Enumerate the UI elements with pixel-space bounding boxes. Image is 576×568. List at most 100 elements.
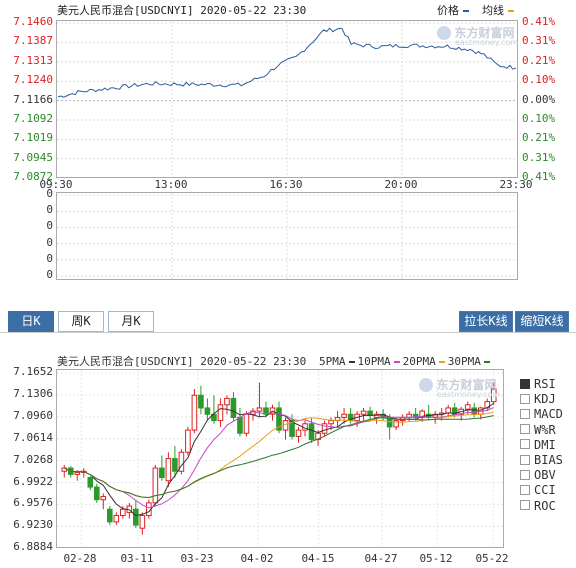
intraday-y-label-left: 7.1460	[13, 15, 53, 28]
intraday-x-label: 23:30	[499, 178, 533, 191]
ma5-label: 5PMA	[319, 355, 346, 368]
volume-y-label: 0	[46, 268, 53, 281]
indicator-checkbox[interactable]	[520, 500, 530, 511]
intraday-y-label-right: 0.10%	[522, 112, 556, 125]
indicator-checkbox[interactable]	[520, 469, 530, 480]
kline-x-label: 04-15	[301, 552, 335, 565]
kline-candle	[178, 451, 185, 472]
intraday-y-label-right: 0.00%	[522, 92, 556, 106]
kline-y-label: 6.9576	[13, 496, 53, 510]
intraday-y-label-left: 7.1313	[13, 53, 53, 67]
indicator-checkbox[interactable]	[520, 393, 530, 404]
kline-candle	[315, 432, 321, 441]
indicator-checkbox[interactable]	[520, 484, 530, 495]
indicator-cci[interactable]: CCI	[520, 482, 556, 498]
volume-chart	[57, 193, 517, 279]
volume-y-label: 0	[46, 219, 53, 233]
kline-candle	[87, 477, 94, 488]
kline-x-label: 03-23	[180, 552, 214, 565]
intraday-y-label-left: 7.0872	[13, 170, 53, 184]
shrink-k-button[interactable]: 缩短K线	[515, 311, 569, 332]
intraday-y-label-right: 0.21%	[522, 131, 556, 145]
tab-daily-k[interactable]: 日K	[8, 311, 54, 332]
indicator-label: OBV	[534, 468, 556, 483]
kline-watermark: 东方财富网 eastmoney.com	[419, 376, 500, 399]
indicator-checkbox[interactable]	[520, 454, 530, 465]
watermark-en: eastmoney.com	[455, 38, 519, 47]
kline-x-label: 03-11	[120, 552, 154, 565]
kline-candle	[120, 508, 126, 517]
intraday-y-label-left: 7.1092	[13, 112, 53, 125]
kline-candle	[464, 404, 471, 410]
indicator-bias[interactable]: BIAS	[520, 452, 563, 468]
kline-x-label: 04-02	[240, 552, 274, 565]
indicator-macd[interactable]: MACD	[520, 406, 563, 422]
kline-candle	[165, 458, 172, 482]
kline-candle	[100, 496, 107, 501]
intraday-title: 美元人民币混合[USDCNYI] 2020-05-22 23:30	[57, 4, 307, 17]
volume-y-label: 0	[46, 235, 53, 249]
indicator-checkbox[interactable]	[520, 408, 530, 419]
intraday-x-label: 13:00	[154, 178, 188, 191]
intraday-price-panel[interactable]: 东方财富网 eastmoney.com	[56, 20, 518, 178]
kline-y-label: 7.0614	[13, 430, 53, 444]
kline-candle	[159, 467, 165, 479]
indicator-obv[interactable]: OBV	[520, 467, 556, 483]
legend-price-label: 价格	[437, 4, 459, 17]
legend-avg-label: 均线	[482, 4, 504, 17]
kline-candle	[204, 407, 211, 415]
legend-price-swatch	[463, 10, 469, 12]
indicator-checkbox[interactable]	[520, 378, 530, 389]
indicator-label: ROC	[534, 498, 556, 513]
tab-divider	[0, 332, 576, 333]
kline-candle	[113, 515, 120, 523]
kline-candle	[295, 429, 302, 437]
intraday-x-label: 16:30	[269, 178, 303, 191]
intraday-y-label-right: 0.21%	[522, 53, 556, 67]
kline-candle	[289, 420, 295, 437]
kline-candle	[230, 397, 237, 418]
kline-candle	[224, 397, 230, 406]
indicator-kdj[interactable]: KDJ	[520, 391, 556, 407]
stretch-k-button[interactable]: 拉长K线	[459, 311, 513, 332]
intraday-y-label-right: 0.41%	[522, 15, 556, 28]
indicator-dmi[interactable]: DMI	[520, 437, 556, 453]
intraday-price-line	[57, 27, 517, 98]
intraday-y-label-right: 0.31%	[522, 34, 556, 48]
indicator-checkbox[interactable]	[520, 424, 530, 435]
kline-chart	[57, 370, 503, 547]
kline-candle	[412, 413, 419, 418]
intraday-y-label-left: 7.1166	[13, 92, 53, 106]
indicator-wr[interactable]: W%R	[520, 422, 556, 438]
kline-candle	[263, 407, 269, 415]
kline-candle	[256, 407, 263, 412]
kline-x-label: 05-12	[419, 552, 453, 565]
tab-monthly-k[interactable]: 月K	[108, 311, 154, 332]
indicator-checkbox[interactable]	[520, 439, 530, 450]
legend-avg-swatch	[508, 10, 514, 12]
indicator-roc[interactable]: ROC	[520, 498, 556, 514]
intraday-y-label-right: 0.31%	[522, 150, 556, 164]
kline-candle	[217, 404, 224, 422]
tab-weekly-k[interactable]: 周K	[58, 311, 104, 332]
kline-candle	[107, 508, 113, 523]
kline-panel[interactable]: 东方财富网 eastmoney.com	[56, 369, 504, 548]
kline-y-label: 6.8884	[13, 540, 53, 554]
kline-candle	[74, 471, 81, 475]
kline-candle	[308, 423, 315, 441]
kline-candle	[133, 508, 139, 526]
intraday-y-label-left: 7.1019	[13, 131, 53, 145]
indicator-label: KDJ	[534, 392, 556, 407]
kline-watermark-cn: 东方财富网	[436, 378, 497, 392]
kline-candle	[139, 515, 146, 529]
kline-candle	[451, 407, 458, 415]
intraday-y-label-left: 7.0945	[13, 150, 53, 164]
kline-candle	[198, 394, 204, 409]
indicator-rsi[interactable]: RSI	[520, 376, 556, 392]
kline-candle	[172, 458, 178, 472]
ma30-label: 30PMA	[447, 355, 481, 368]
kline-candle	[276, 407, 282, 431]
kline-watermark-en: eastmoney.com	[437, 390, 501, 399]
intraday-volume-panel[interactable]	[56, 192, 518, 280]
kline-candle	[341, 413, 347, 418]
